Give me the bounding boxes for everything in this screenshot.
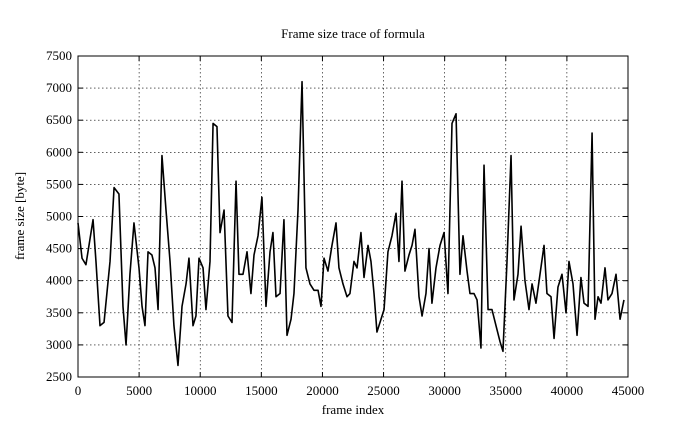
x-tick-label: 10000 [184, 383, 217, 398]
plot-frame [77, 55, 629, 378]
x-tick-label: 5000 [126, 383, 152, 398]
x-tick-label: 0 [75, 383, 82, 398]
x-tick-label: 40000 [551, 383, 584, 398]
y-tick-label: 6000 [46, 144, 72, 159]
y-tick-label: 5500 [46, 176, 72, 191]
y-tick-label: 5000 [46, 209, 72, 224]
y-tick-label: 4000 [46, 273, 72, 288]
x-tick-label: 25000 [367, 383, 400, 398]
data-line [77, 80, 625, 367]
x-axis-label: frame index [322, 402, 385, 417]
x-tick-label: 45000 [612, 383, 645, 398]
y-tick-label: 3000 [46, 337, 72, 352]
y-axis-label: frame size [byte] [12, 172, 27, 260]
x-tick-label: 15000 [245, 383, 278, 398]
y-tick-label: 7500 [46, 48, 72, 63]
y-tick-label: 3500 [46, 305, 72, 320]
y-tick-label: 7000 [46, 80, 72, 95]
y-tick-label: 4500 [46, 241, 72, 256]
x-tick-label: 35000 [490, 383, 523, 398]
chart-title: Frame size trace of formula [281, 26, 425, 41]
y-tick-label: 2500 [46, 369, 72, 384]
y-tick-label: 6500 [46, 112, 72, 127]
x-tick-label: 30000 [428, 383, 461, 398]
x-tick-label: 20000 [306, 383, 339, 398]
